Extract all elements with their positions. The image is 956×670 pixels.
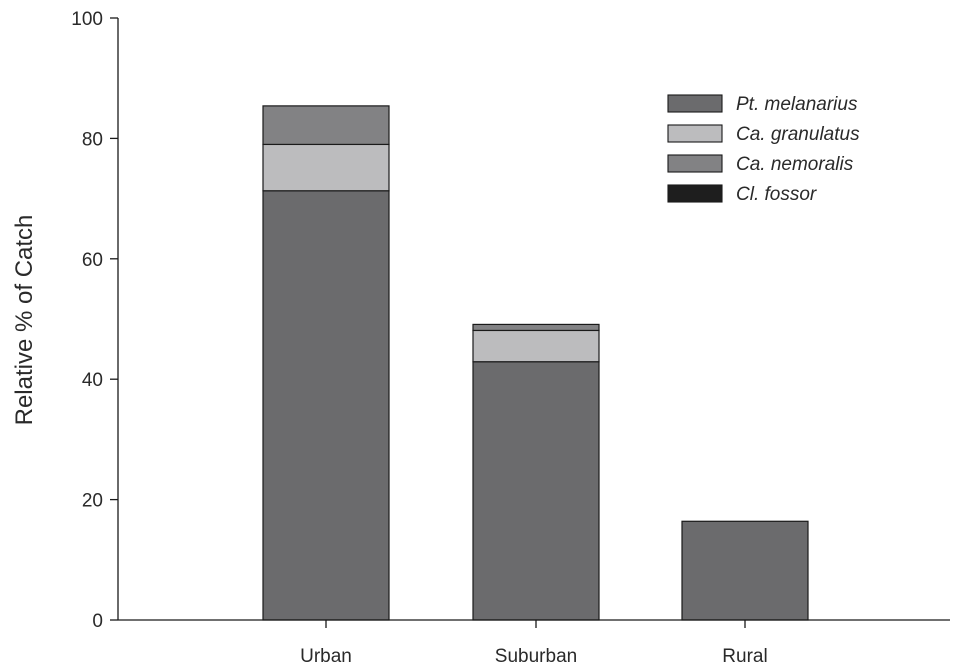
legend-label: Ca. nemoralis bbox=[736, 154, 854, 175]
legend-swatch bbox=[667, 94, 723, 113]
bar-segment bbox=[681, 520, 809, 621]
y-tick-label: 100 bbox=[71, 9, 103, 30]
y-tick-label: 80 bbox=[82, 129, 103, 150]
legend-label: Pt. melanarius bbox=[736, 94, 858, 115]
x-tick-label: Urban bbox=[300, 646, 352, 665]
y-tick-label: 0 bbox=[92, 611, 103, 632]
legend-swatch bbox=[667, 124, 723, 143]
y-axis-title: Relative % of Catch bbox=[11, 215, 38, 426]
plot-area bbox=[262, 105, 809, 621]
bar-segment bbox=[472, 361, 600, 621]
axes: 0 20 40 60 80 100 Urban Suburban Rural bbox=[71, 9, 950, 667]
x-tick-label: Suburban bbox=[495, 646, 577, 665]
bar-segment bbox=[472, 329, 600, 363]
bar-segment bbox=[262, 143, 390, 192]
y-tick-label: 20 bbox=[82, 491, 103, 512]
bar-segment bbox=[262, 105, 390, 146]
legend: Pt. melanarius Ca. granulatus Ca. nemorali… bbox=[667, 94, 860, 205]
legend-label: Ca. granulatus bbox=[736, 124, 860, 145]
x-tick-label: Rural bbox=[722, 646, 767, 665]
legend-swatch bbox=[667, 154, 723, 173]
y-tick-label: 40 bbox=[82, 370, 103, 391]
bar-segment bbox=[262, 190, 390, 621]
legend-swatch bbox=[667, 184, 723, 203]
y-tick-label: 60 bbox=[82, 250, 103, 271]
bar-segment bbox=[472, 323, 600, 332]
legend-label: Cl. fossor bbox=[736, 184, 817, 205]
